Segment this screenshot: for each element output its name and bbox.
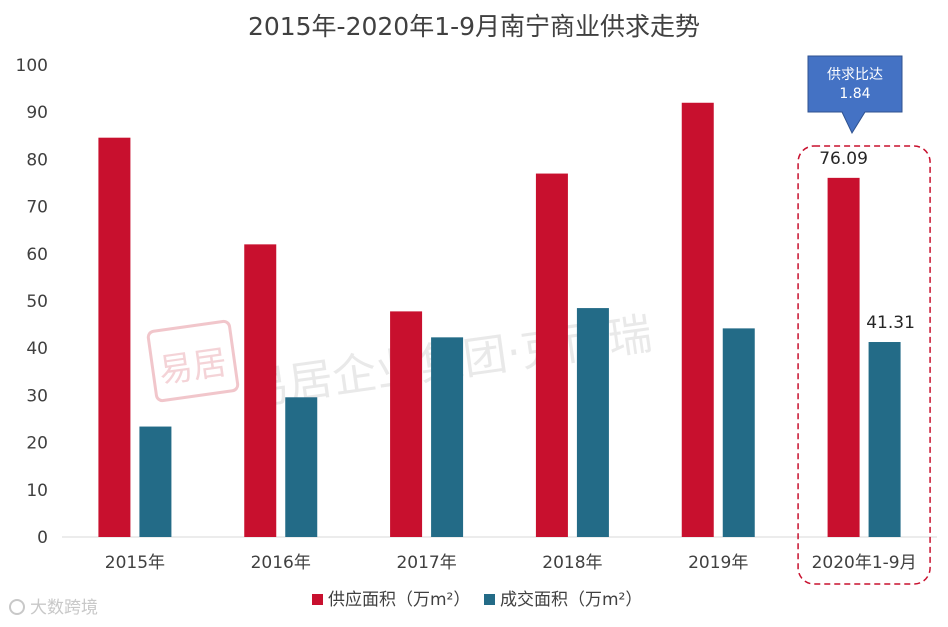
x-tick-label: 2018年 [542, 553, 602, 573]
y-tick-label: 20 [26, 434, 48, 454]
callout-shape [807, 55, 903, 135]
legend-swatch [484, 594, 495, 605]
legend-label: 成交面积（万m²） [500, 590, 642, 610]
x-axis: 2015年 2016年 2017年 2018年 2019年 2020年1-9月 [105, 553, 917, 573]
y-tick-label: 100 [16, 56, 48, 76]
bar-deal-1 [285, 397, 318, 537]
highlight-box [797, 145, 931, 585]
bar-supply-2 [390, 311, 423, 537]
corner-logo-icon [9, 599, 25, 615]
y-tick-label: 60 [26, 245, 48, 265]
y-tick-label: 30 [26, 386, 48, 406]
legend-swatch [312, 594, 323, 605]
bar-supply-4 [681, 102, 714, 537]
x-tick-label: 2020年1-9月 [812, 553, 917, 573]
data-label: 41.31 [866, 313, 915, 333]
y-tick-label: 0 [37, 528, 48, 548]
y-tick-label: 90 [26, 103, 48, 123]
bars [98, 102, 901, 538]
y-tick-label: 10 [26, 481, 48, 501]
x-tick-label: 2016年 [251, 553, 311, 573]
bar-deal-0 [139, 426, 172, 537]
bar-supply-0 [98, 137, 131, 538]
y-axis: 0 10 20 30 40 50 60 70 80 90 100 [16, 56, 48, 548]
watermark-logo-text: 易居 [156, 343, 229, 392]
bar-deal-3 [576, 308, 609, 537]
y-tick-label: 70 [26, 198, 48, 218]
data-label: 76.09 [819, 149, 868, 169]
chart-title: 2015年-2020年1-9月南宁商业供求走势 [248, 12, 700, 41]
bar-supply-5 [827, 177, 860, 537]
corner-logo: 大数跨境 [30, 598, 98, 618]
callout-line1: 供求比达 [827, 67, 883, 83]
bar-deal-4 [722, 328, 755, 537]
y-tick-label: 40 [26, 339, 48, 359]
callout: 供求比达 1.84 [807, 55, 903, 135]
watermark-logo [146, 319, 240, 403]
y-tick-label: 80 [26, 150, 48, 170]
y-tick-label: 50 [26, 292, 48, 312]
x-tick-label: 2017年 [396, 553, 456, 573]
bar-supply-1 [244, 244, 277, 538]
legend-label: 供应面积（万m²） [328, 590, 470, 610]
callout-line2: 1.84 [839, 86, 870, 102]
bar-deal-2 [431, 337, 464, 537]
x-tick-label: 2019年 [688, 553, 748, 573]
legend: 供应面积（万m²） 成交面积（万m²） [312, 590, 642, 610]
bar-deal-5 [868, 342, 901, 537]
data-labels: 76.09 41.31 [819, 149, 915, 333]
x-tick-label: 2015年 [105, 553, 165, 573]
bar-supply-3 [535, 173, 568, 537]
